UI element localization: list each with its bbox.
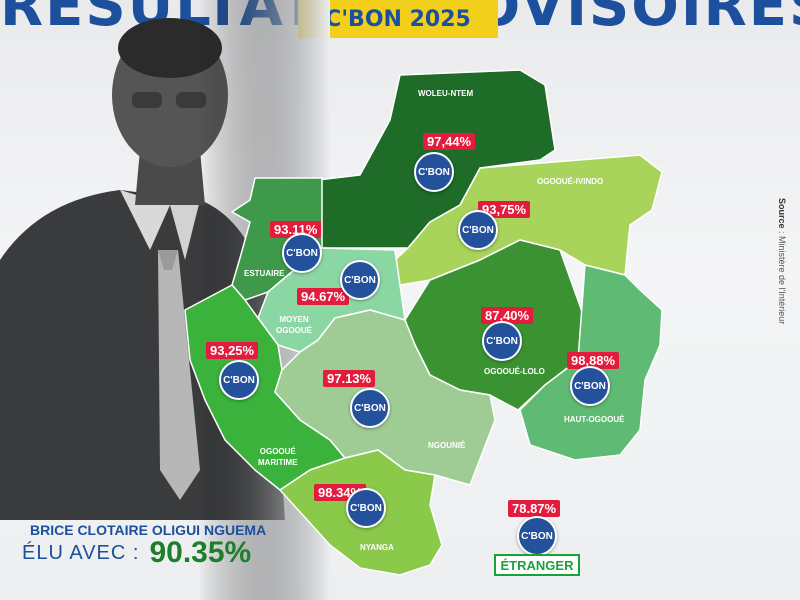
cbon-logo: C'BON [350, 388, 390, 428]
candidate-name: BRICE CLOTAIRE OLIGUI NGUEMA [30, 522, 267, 538]
cbon-logo: C'BON [570, 366, 610, 406]
cbon-logo: C'BON [282, 233, 322, 273]
pct-ogooue-ivindo: 93,75% [478, 201, 531, 218]
elu-row: ÉLU AVEC : 90.35% [22, 536, 251, 570]
cbon-logo: C'BON [517, 516, 557, 556]
source-text: : Ministère de l'Intérieur [777, 228, 787, 325]
label-ngounie: NGOUNIÉ [428, 441, 466, 450]
elu-value: 90.35% [149, 536, 252, 569]
pct-etranger: 78.87% [508, 500, 561, 517]
source-note: Source : Ministère de l'Intérieur [773, 198, 787, 418]
cbon-logo: C'BON [482, 321, 522, 361]
cbon-logo: C'BON [346, 488, 386, 528]
cbon-logo: C'BON [219, 360, 259, 400]
etranger-label: ÉTRANGER [494, 554, 580, 576]
label-nyanga: NYANGA [360, 543, 394, 552]
label-haut-ogooue: HAUT-OGOOUÉ [564, 415, 625, 424]
cbon-logo: C'BON [458, 210, 498, 250]
label-estuaire: ESTUAIRE [244, 269, 285, 278]
pct-ogooue-lolo: 87,40% [481, 307, 534, 324]
label-ogooue-maritime: OGOOUÉ MARITIME [258, 447, 298, 467]
pct-moyen-ogooue: 94.67% [297, 288, 350, 305]
pct-ogooue-maritime: 93,25% [206, 342, 259, 359]
label-moyen-ogooue: MOYEN OGOOUÉ [276, 315, 313, 335]
cbon-logo: C'BON [414, 152, 454, 192]
source-label: Source [777, 198, 787, 229]
pct-woleu-ntem: 97,44% [423, 133, 476, 150]
label-ogooue-lolo: OGOOUÉ-LOLO [484, 367, 545, 376]
label-woleu-ntem: WOLEU-NTEM [418, 89, 474, 98]
pct-haut-ogooue: 98,88% [567, 352, 620, 369]
elu-label: ÉLU AVEC : [22, 541, 140, 564]
pct-ngounie: 97.13% [323, 370, 376, 387]
label-ogooue-ivindo: OGOOUÉ-IVINDO [537, 177, 604, 186]
subtitle-badge: C'BON 2025 [298, 0, 498, 38]
cbon-logo: C'BON [340, 260, 380, 300]
